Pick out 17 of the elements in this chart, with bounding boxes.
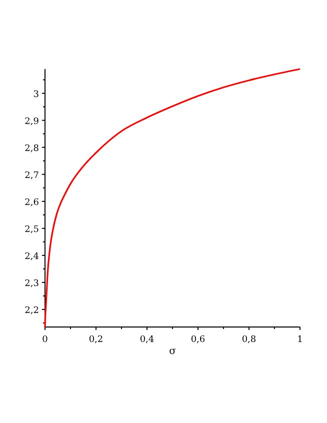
y-tick-label: 2,6 — [24, 198, 40, 208]
x-tick-label: 0,2 — [88, 335, 104, 345]
y-tick-label: 3 — [33, 90, 40, 100]
x-tick-label: 1 — [297, 335, 303, 345]
y-tick-label: 2,3 — [24, 278, 40, 289]
y-tick-label: 2,9 — [24, 116, 40, 127]
y-tick-label: 2,8 — [24, 144, 40, 154]
x-tick-label: 0,8 — [242, 335, 256, 345]
x-tick-label: 0,6 — [190, 335, 206, 345]
x-axis-title: σ — [169, 346, 176, 357]
y-tick-label: 2,7 — [24, 170, 40, 181]
x-tick-label: 0 — [42, 335, 48, 345]
x-tick-label: 0,4 — [140, 335, 154, 345]
y-tick-label: 2,5 — [24, 224, 40, 235]
line-series — [44, 68, 301, 328]
y-tick-label: 2,2 — [24, 306, 39, 316]
y-tick-label: 2,4 — [24, 252, 40, 262]
